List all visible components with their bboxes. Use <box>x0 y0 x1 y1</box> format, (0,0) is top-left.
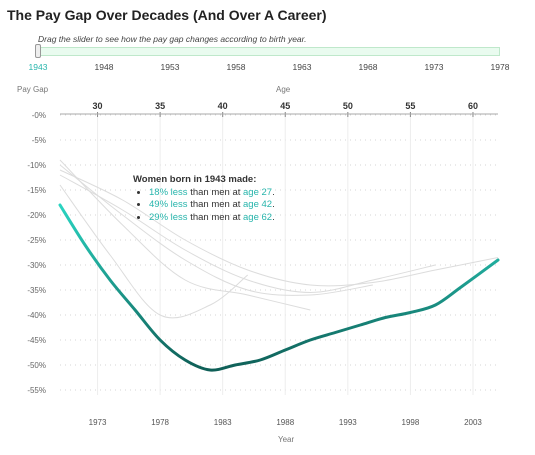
annotation-pct: 18% less <box>149 186 188 198</box>
x-tick-label: 1978 <box>151 418 169 427</box>
annotation-pct: 29% less <box>149 211 188 223</box>
page-title: The Pay Gap Over Decades (And Over A Car… <box>7 7 327 23</box>
top-x-tick-label: 60 <box>468 101 478 111</box>
annotation-heading: Women born in 1943 made: <box>133 174 257 185</box>
slider-tick-1953[interactable]: 1953 <box>160 62 180 72</box>
y-tick-label: -20% <box>27 211 46 220</box>
annotation-box: Women born in 1943 made: 18% less than m… <box>133 174 275 224</box>
y-tick-label: -25% <box>27 236 46 245</box>
pay-gap-line-1943 <box>58 203 500 372</box>
x-tick-label: 2003 <box>464 418 482 427</box>
x-tick-label: 1998 <box>402 418 420 427</box>
slider-tick-1968[interactable]: 1968 <box>358 62 378 72</box>
x-axis-title: Year <box>278 435 295 444</box>
top-x-tick-label: 40 <box>218 101 228 111</box>
slider-handle[interactable] <box>35 44 41 58</box>
annotation-item: 29% less than men at age 62. <box>149 212 275 225</box>
x-tick-label: 1973 <box>89 418 107 427</box>
x-tick-label: 1988 <box>276 418 294 427</box>
y-tick-label: -55% <box>27 386 46 395</box>
annotation-text: than men at <box>187 199 244 210</box>
y-tick-label: -50% <box>27 361 46 370</box>
y-tick-label: -35% <box>27 286 46 295</box>
slider-tick-1943[interactable]: 1943 <box>28 62 48 72</box>
slider-tick-1973[interactable]: 1973 <box>424 62 444 72</box>
slider-tick-1978[interactable]: 1978 <box>490 62 510 72</box>
annotation-pct: 49% less <box>149 199 188 210</box>
ghost-series-line <box>59 174 436 294</box>
top-x-tick-label: 30 <box>93 101 103 111</box>
annotation-age: age 42 <box>243 199 273 210</box>
top-x-tick-label: 55 <box>405 101 415 111</box>
annotation-age: age 62 <box>243 211 273 223</box>
x-tick-label: 1983 <box>214 418 232 427</box>
y-axis-title: Pay Gap <box>17 85 49 94</box>
y-tick-label: -10% <box>27 161 46 170</box>
top-x-tick-label: 50 <box>343 101 353 111</box>
ghost-series-line <box>59 159 311 311</box>
y-tick-label: -15% <box>27 186 46 195</box>
ghost-series-line <box>59 164 373 296</box>
annotation-item: 18% less than men at age 27. <box>149 187 275 200</box>
ghost-series-line <box>59 169 499 287</box>
y-tick-label: -45% <box>27 336 46 345</box>
y-tick-label: -0% <box>32 111 46 120</box>
top-x-tick-label: 45 <box>280 101 290 111</box>
slider-instruction: Drag the slider to see how the pay gap c… <box>38 34 307 44</box>
annotation-age: age 27 <box>243 186 273 198</box>
annotation-item: 49% less than men at age 42. <box>149 199 275 212</box>
x-tick-label: 1993 <box>339 418 357 427</box>
y-tick-label: -30% <box>27 261 46 270</box>
annotation-text: than men at <box>187 186 244 198</box>
slider-tick-1948[interactable]: 1948 <box>94 62 114 72</box>
y-tick-label: -5% <box>32 136 46 145</box>
top-x-tick-label: 35 <box>155 101 165 111</box>
y-tick-label: -40% <box>27 311 46 320</box>
annotation-text: than men at <box>187 211 244 223</box>
slider-tick-1958[interactable]: 1958 <box>226 62 246 72</box>
top-x-axis-title: Age <box>276 85 291 94</box>
ghost-series-line <box>59 184 249 319</box>
slider-tick-1963[interactable]: 1963 <box>292 62 312 72</box>
